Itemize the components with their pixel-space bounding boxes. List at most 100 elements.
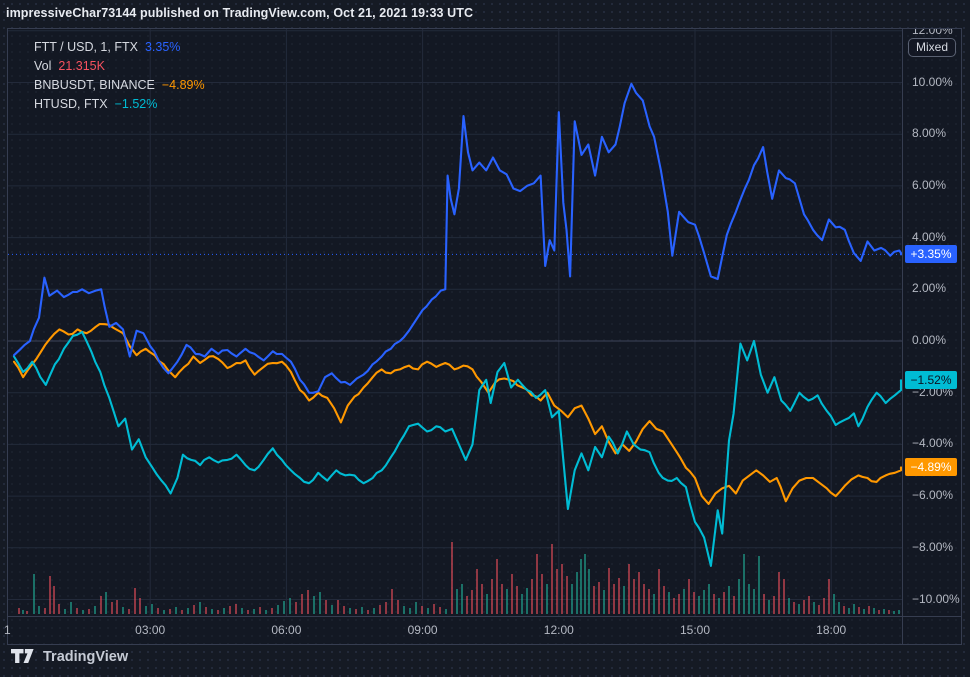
volume-bar [111,602,113,614]
chart-canvas[interactable] [8,29,902,616]
volume-bar [898,610,900,614]
volume-bar [289,598,291,614]
volume-bar [223,608,225,614]
volume-bar [748,584,750,614]
time-tick-label: 1 [4,623,11,637]
volume-bar [265,610,267,614]
volume-bar [325,600,327,614]
volume-bar [373,608,375,614]
legend-value: 3.35% [144,40,181,54]
volume-bar [175,607,177,614]
price-tick-label: −10.00% [912,591,960,606]
volume-bar [868,606,870,614]
volume-bar [838,602,840,614]
volume-bar [773,596,775,614]
attribution-text: impressiveChar73144 published on Trading… [6,6,474,20]
volume-bar [229,606,231,614]
volume-bar [843,606,845,614]
volume-bar [823,598,825,614]
price-tick-label: 2.00% [912,281,947,296]
price-tick-label: 0.00% [912,333,947,347]
mixed-scale-button[interactable]: Mixed [908,38,957,57]
volume-bar [496,559,498,614]
time-axis[interactable]: 1 03:00 06:00 09:00 12:00 15:00 18:00 [4,616,902,645]
volume-bar [584,554,586,614]
legend-row-3[interactable]: HTUSD, FTX −1.52% [34,95,205,114]
volume-bar [598,582,600,614]
volume-bar [181,610,183,614]
volume-bar [307,590,309,614]
volume-bar [848,608,850,614]
volume-bar [878,610,880,614]
legend-value: 21.315K [58,59,105,73]
volume-bar [391,589,393,614]
tradingview-logo-icon[interactable] [11,649,36,665]
volume-bar [122,607,124,614]
legend-row-1[interactable]: Vol 21.315K [34,57,205,76]
volume-bar [44,608,46,614]
volume-bar [683,589,685,614]
volume-bar [169,609,171,614]
volume-bar [713,594,715,614]
plot-area[interactable]: FTT / USD, 1, FTX 3.35% Vol 21.315K BNBUSDT,… [8,29,902,616]
volume-bar [813,602,815,614]
volume-bar [678,594,680,614]
price-tick-label: 8.00% [912,126,947,141]
volume-bar [439,607,441,614]
volume-bar [18,608,20,614]
volume-bar [94,606,96,614]
volume-bar [76,608,78,614]
volume-bar [486,594,488,614]
volume-bar [187,608,189,614]
volume-bar [853,604,855,614]
volume-bar [798,604,800,614]
legend-value: −1.52% [114,97,158,111]
volume-bar [151,604,153,614]
series-line-bnbusdt [12,322,902,505]
volume-bar [858,607,860,614]
volume-bar [481,584,483,614]
footer: TradingView [11,649,128,665]
legend-row-2[interactable]: BNBUSDT, BINANCE −4.89% [34,76,205,95]
volume-bar [818,605,820,614]
volume-bar [698,596,700,614]
volume-bar [128,609,130,614]
volume-bar [361,607,363,614]
volume-bar [763,594,765,614]
volume-bar [409,608,411,614]
volume-bar [58,604,60,614]
volume-bar [561,564,563,614]
volume-bar [253,609,255,614]
volume-bar [743,554,745,614]
volume-bar [536,554,538,614]
volume-bar [38,606,40,614]
volume-bar [551,544,553,614]
price-axis[interactable]: Mixed 12.00% 10.00% 8.00% 6.00% 4.00% 2.00% 0.… [902,29,962,616]
volume-bar [319,592,321,614]
volume-bar [421,606,423,614]
volume-bar [873,608,875,614]
volume-bar [511,574,513,614]
volume-bar [728,586,730,614]
volume-bar [105,592,107,614]
legend-row-0[interactable]: FTT / USD, 1, FTX 3.35% [34,38,205,57]
volume-bar [863,609,865,614]
volume-bar [653,594,655,614]
volume-bar [100,596,102,614]
volume-bar [618,578,620,614]
volume-bar [331,605,333,614]
volume-bar [217,610,219,614]
volume-bar [88,609,90,614]
volume-bar [541,574,543,614]
volume-bar [134,588,136,614]
legend-label: FTT / USD, 1, FTX [34,40,138,54]
volume-bar [531,579,533,614]
time-tick-label: 15:00 [679,623,711,637]
volume-bar [808,596,810,614]
axis-corner [902,616,962,645]
footer-brand-label[interactable]: TradingView [43,649,129,665]
chart-frame: FTT / USD, 1, FTX 3.35% Vol 21.315K BNBUSDT,… [4,28,962,645]
volume-bar [471,590,473,614]
volume-bar [157,608,159,614]
volume-bar [828,579,830,614]
